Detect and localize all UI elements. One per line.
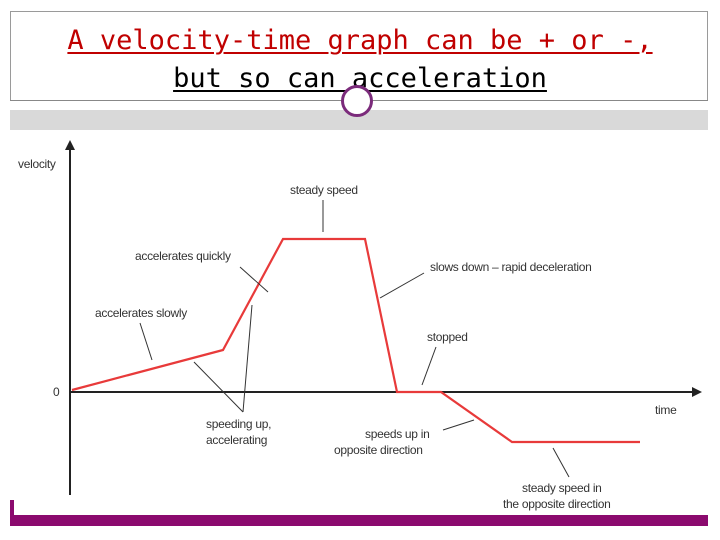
leader-accelerates-quickly (239, 266, 269, 293)
annotation-steady-speed: steady speed (290, 183, 358, 197)
bottom-accent-bar (10, 515, 708, 526)
annotation-speeding-up-line1: speeding up, (206, 417, 271, 431)
leader-opposite (442, 419, 475, 431)
annotation-opposite-line2: opposite direction (334, 443, 423, 457)
leader-steady-opposite (552, 447, 570, 478)
annotation-speeding-up-line2: accelerating (206, 433, 267, 447)
annotation-opposite-line1: speeds up in (365, 427, 429, 441)
left-accent-bar (10, 500, 14, 518)
leader-slows-down (379, 272, 425, 299)
annotation-stopped: stopped (427, 330, 468, 344)
gray-band (10, 110, 708, 130)
leader-stopped (421, 346, 437, 386)
annotation-slows-down: slows down – rapid deceleration (430, 260, 591, 274)
leader-accelerates-slowly (139, 322, 153, 361)
decorative-ring-icon (341, 85, 373, 117)
y-axis-label: velocity (18, 157, 56, 171)
x-axis-label: time (655, 403, 677, 417)
title-line-1: A velocity-time graph can be + or -, (67, 25, 653, 56)
velocity-curve (71, 237, 640, 444)
annotation-accelerates-quickly: accelerates quickly (135, 249, 231, 263)
annotation-steady-opposite-line1: steady speed in (522, 481, 602, 495)
leader-speeding-up-b (242, 304, 253, 413)
annotation-steady-opposite-line2: the opposite direction (503, 497, 610, 511)
leader-speeding-up-a (193, 361, 244, 413)
title-frame (10, 11, 708, 101)
annotation-accelerates-slowly: accelerates slowly (95, 306, 187, 320)
origin-label: 0 (53, 385, 60, 399)
